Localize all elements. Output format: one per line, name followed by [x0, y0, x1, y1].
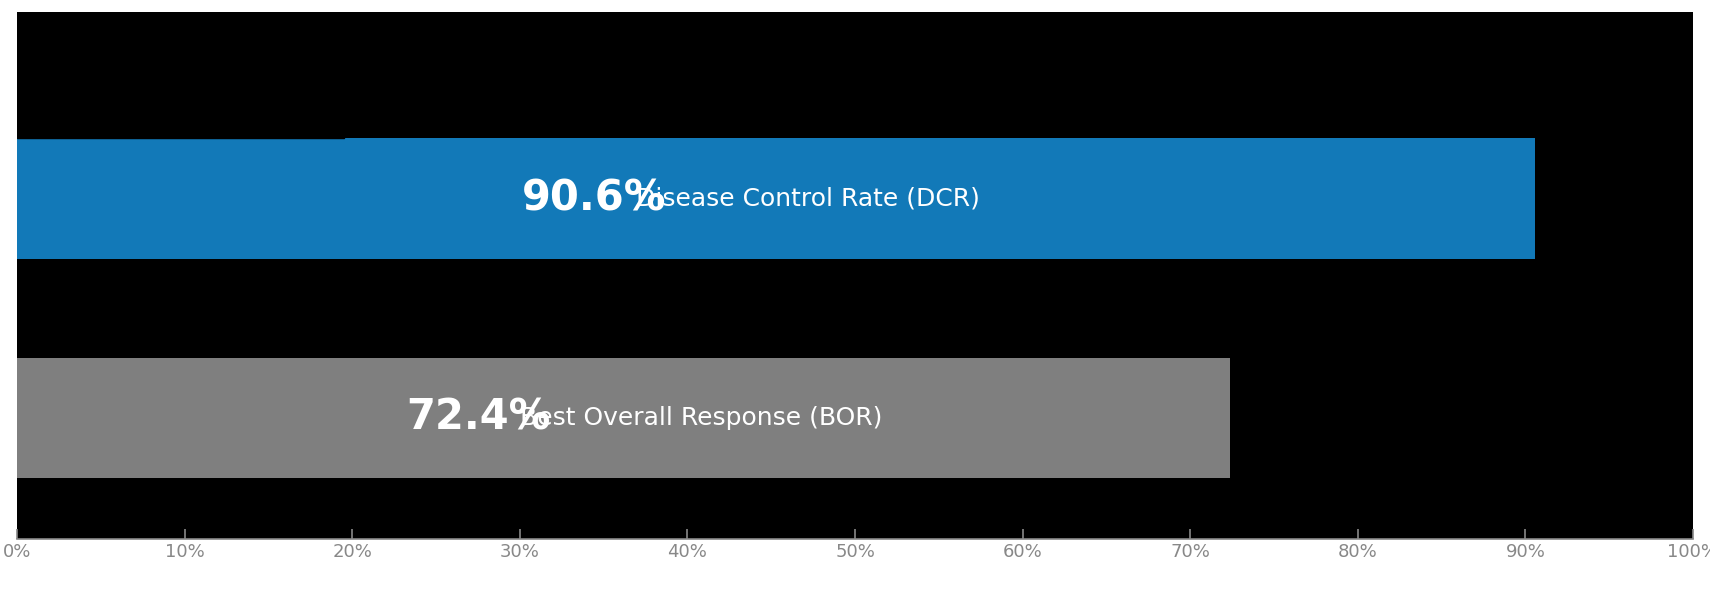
Text: Disease Control Rate (DCR): Disease Control Rate (DCR) [636, 187, 980, 211]
Bar [17, 84, 344, 138]
Text: 72.4%: 72.4% [405, 397, 551, 439]
Text: 90.6%: 90.6% [522, 177, 667, 220]
Bar [17, 357, 1231, 478]
Bar [17, 138, 1536, 259]
Text: Best Overall Response (BOR): Best Overall Response (BOR) [520, 406, 882, 430]
